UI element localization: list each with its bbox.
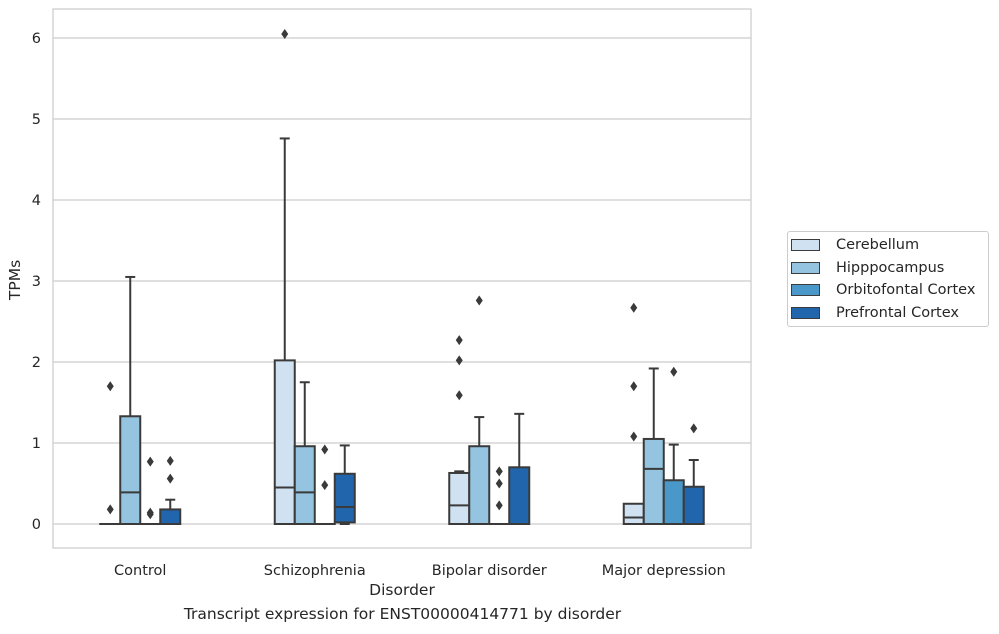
outlier-point bbox=[166, 473, 174, 484]
box-iqr bbox=[468, 445, 491, 525]
box-cerebellum bbox=[622, 302, 645, 525]
y-tick-label: 6 bbox=[32, 31, 41, 47]
box-iqr bbox=[333, 472, 356, 524]
x-tick-label: Bipolar disorder bbox=[432, 563, 547, 579]
box-iqr bbox=[682, 485, 705, 525]
outlier-point bbox=[630, 381, 638, 392]
box-iqr bbox=[622, 502, 645, 525]
outlier-point bbox=[630, 431, 638, 442]
legend-label: Hipppocampus bbox=[836, 259, 945, 276]
outlier-point bbox=[495, 466, 503, 477]
plot-area bbox=[99, 28, 705, 526]
outlier-point bbox=[690, 423, 698, 434]
y-tick-label: 0 bbox=[32, 517, 41, 533]
box-cerebellum bbox=[273, 28, 296, 525]
box-iqr bbox=[273, 359, 296, 525]
box-iqr bbox=[508, 466, 531, 525]
legend-swatch bbox=[791, 306, 820, 319]
y-tick-label: 1 bbox=[32, 436, 41, 452]
box-orbitofontal-cortex bbox=[139, 456, 162, 526]
x-tick-label: Major depression bbox=[602, 563, 726, 579]
outlier-point bbox=[495, 500, 503, 511]
box-cerebellum bbox=[448, 335, 471, 525]
outlier-point bbox=[475, 295, 483, 306]
legend-item: Prefrontal Cortex bbox=[791, 302, 959, 324]
outlier-point bbox=[281, 28, 289, 39]
box-iqr bbox=[642, 437, 665, 526]
box-iqr bbox=[293, 445, 316, 525]
outlier-point bbox=[106, 381, 114, 392]
figure-caption: Transcript expression for ENST0000041477… bbox=[183, 605, 622, 623]
y-tick-label: 5 bbox=[32, 112, 41, 128]
y-tick-label: 2 bbox=[32, 355, 41, 371]
outlier-point bbox=[455, 355, 463, 366]
y-axis-label: TPMs bbox=[6, 260, 24, 301]
legend-swatch bbox=[791, 239, 820, 251]
box-iqr bbox=[662, 479, 685, 526]
box-prefrontal-cortex bbox=[508, 412, 531, 525]
outlier-point bbox=[670, 366, 678, 377]
box-iqr bbox=[159, 508, 182, 526]
x-axis: Control Schizophrenia Bipolar disorder Majo… bbox=[114, 563, 726, 579]
legend: Cerebellum Hipppocampus Orbitofontal Corte… bbox=[787, 231, 989, 327]
plot-frame bbox=[52, 8, 752, 549]
box-prefrontal-cortex bbox=[159, 455, 182, 526]
outlier-point bbox=[146, 507, 154, 518]
outlier-point bbox=[166, 455, 174, 466]
outlier-point bbox=[321, 480, 329, 491]
legend-label: Cerebellum bbox=[836, 237, 920, 253]
grid-lines bbox=[53, 37, 751, 525]
x-tick-label: Schizophrenia bbox=[264, 563, 366, 579]
box-iqr bbox=[119, 415, 142, 525]
outlier-point bbox=[321, 444, 329, 455]
outlier-point bbox=[106, 504, 114, 515]
box-hipppocampus bbox=[642, 367, 665, 526]
box-prefrontal-cortex bbox=[333, 444, 356, 525]
box-orbitofontal-cortex bbox=[662, 366, 685, 526]
y-axis: 0 1 2 3 4 5 6 bbox=[32, 31, 41, 533]
legend-item: Hipppocampus bbox=[791, 257, 944, 279]
box-hipppocampus bbox=[119, 275, 142, 525]
box-prefrontal-cortex bbox=[682, 423, 705, 525]
box-iqr bbox=[448, 471, 471, 525]
legend-swatch bbox=[791, 284, 820, 296]
box-hipppocampus bbox=[293, 381, 316, 525]
outlier-point bbox=[146, 456, 154, 467]
x-tick-label: Control bbox=[114, 563, 166, 579]
box-cerebellum bbox=[99, 381, 122, 526]
outlier-point bbox=[455, 335, 463, 346]
legend-label: Prefrontal Cortex bbox=[836, 304, 959, 321]
legend-item: Orbitofontal Cortex bbox=[791, 279, 975, 301]
box-orbitofontal-cortex bbox=[488, 466, 511, 526]
y-tick-label: 4 bbox=[32, 193, 41, 209]
x-axis-label: Disorder bbox=[369, 581, 435, 599]
legend-swatch bbox=[791, 261, 820, 274]
legend-item: Cerebellum bbox=[791, 234, 919, 256]
box-hipppocampus bbox=[468, 295, 491, 525]
outlier-point bbox=[630, 302, 638, 313]
legend-label: Orbitofontal Cortex bbox=[836, 282, 976, 298]
y-tick-label: 3 bbox=[32, 274, 41, 290]
outlier-point bbox=[495, 478, 503, 489]
outlier-point bbox=[455, 390, 463, 401]
box-orbitofontal-cortex bbox=[313, 444, 336, 526]
